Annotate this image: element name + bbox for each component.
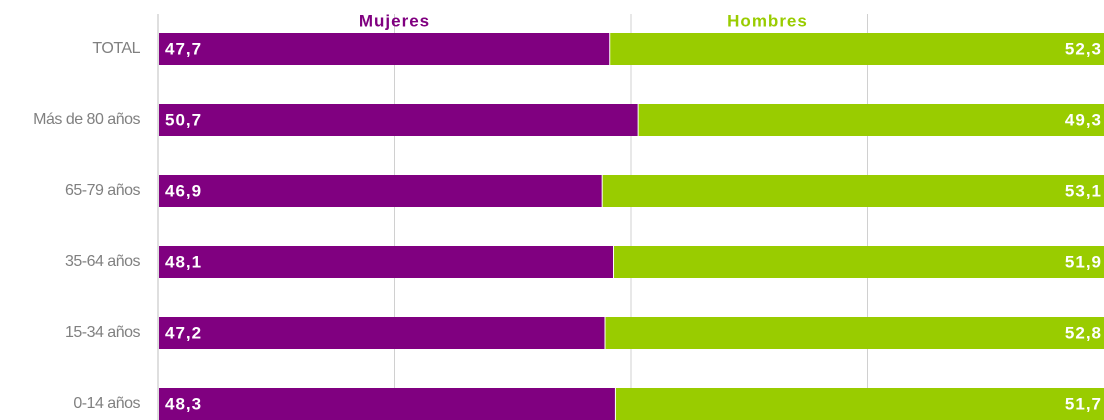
y-tick-label: 35-64 años xyxy=(65,253,141,270)
bar-segment xyxy=(605,317,1104,349)
data-label: 48,3 xyxy=(165,394,202,413)
y-tick-label: Más de 80 años xyxy=(33,111,140,128)
data-label: 48,1 xyxy=(165,252,202,271)
bar-segment xyxy=(159,104,638,136)
bar-segment xyxy=(159,33,610,65)
legend-entry: Mujeres xyxy=(359,11,430,30)
bar-segment xyxy=(610,33,1104,65)
bar-segment xyxy=(159,246,614,278)
y-tick-label: 65-79 años xyxy=(65,182,141,199)
bar-segment xyxy=(615,388,1104,420)
bar-segment xyxy=(159,175,602,207)
data-label: 51,7 xyxy=(1065,394,1102,413)
legend-entry: Hombres xyxy=(727,11,808,30)
bar-segment xyxy=(638,104,1104,136)
y-tick-label: 15-34 años xyxy=(65,324,141,341)
bar-segment xyxy=(602,175,1104,207)
y-tick-label: TOTAL xyxy=(92,40,140,57)
bar-segment xyxy=(159,388,615,420)
data-label: 50,7 xyxy=(165,110,202,129)
data-label: 53,1 xyxy=(1065,181,1102,200)
data-label: 46,9 xyxy=(165,181,202,200)
data-label: 52,8 xyxy=(1065,323,1102,342)
data-label: 47,7 xyxy=(165,39,202,58)
bar-segment xyxy=(614,246,1104,278)
data-label: 47,2 xyxy=(165,323,202,342)
bar-segment xyxy=(159,317,605,349)
y-tick-label: 0-14 años xyxy=(73,395,140,412)
data-label: 51,9 xyxy=(1065,252,1102,271)
data-label: 49,3 xyxy=(1065,110,1102,129)
data-label: 52,3 xyxy=(1065,39,1102,58)
